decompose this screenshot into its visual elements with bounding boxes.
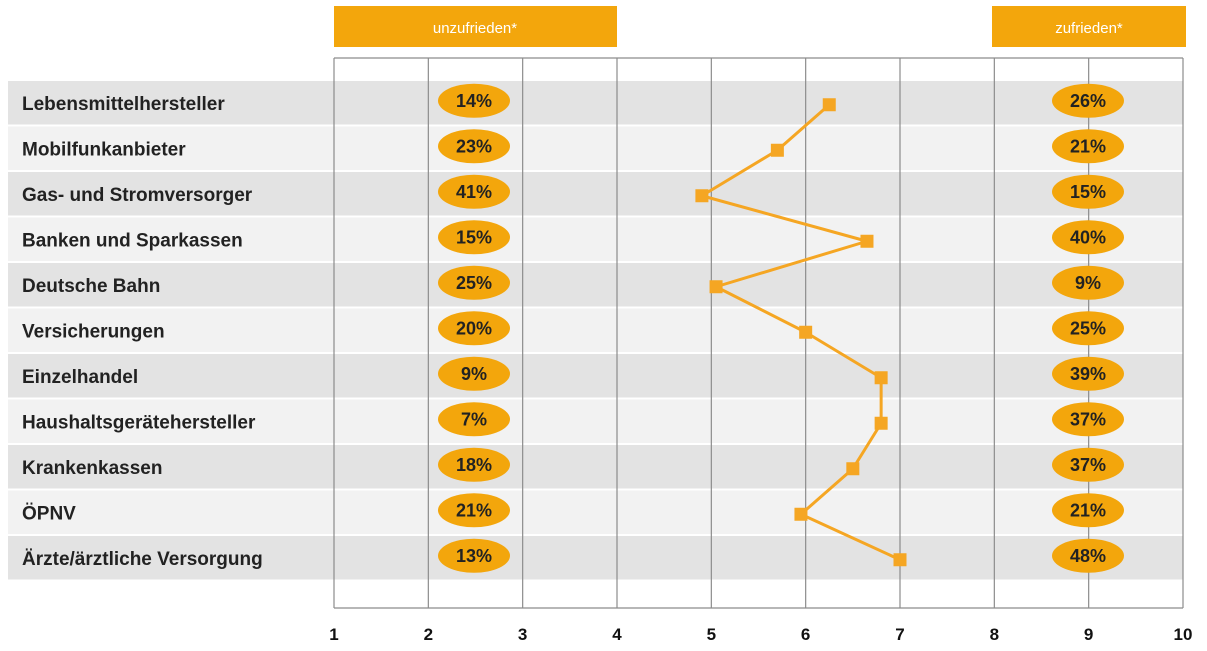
row-band <box>8 490 1183 534</box>
category-label: Mobilfunkanbieter <box>22 139 186 160</box>
unzufrieden-pct-badge <box>438 129 510 164</box>
category-label: ÖPNV <box>22 503 76 524</box>
unzufrieden-pct-badge <box>438 174 510 209</box>
header-unzufrieden-box <box>334 6 617 47</box>
zufrieden-pct-badge <box>1052 311 1124 346</box>
category-label: Krankenkassen <box>22 458 162 479</box>
data-point-marker <box>874 371 888 385</box>
x-tick-label: 5 <box>707 625 716 644</box>
category-label: Deutsche Bahn <box>22 276 160 297</box>
zufrieden-pct-badge <box>1052 265 1124 300</box>
zufrieden-pct-badge <box>1052 356 1124 391</box>
zufrieden-pct-badge <box>1052 129 1124 164</box>
category-label: Lebensmittelhersteller <box>22 94 225 115</box>
x-tick-label: 7 <box>895 625 904 644</box>
data-point-marker <box>822 98 836 112</box>
row-band <box>8 217 1183 261</box>
zufrieden-pct-label: 21% <box>1070 500 1106 520</box>
x-tick-label: 6 <box>801 625 810 644</box>
unzufrieden-pct-badge <box>438 538 510 573</box>
category-label: Banken und Sparkassen <box>22 230 243 251</box>
row-band <box>8 445 1183 489</box>
zufrieden-pct-label: 37% <box>1070 455 1106 475</box>
zufrieden-pct-label: 26% <box>1070 91 1106 111</box>
x-tick-label: 2 <box>424 625 433 644</box>
header-unzufrieden-label: unzufrieden* <box>433 20 517 37</box>
category-label: Gas- und Stromversorger <box>22 185 253 206</box>
unzufrieden-pct-label: 20% <box>456 318 492 338</box>
data-point-marker <box>695 189 709 203</box>
zufrieden-pct-label: 21% <box>1070 136 1106 156</box>
zufrieden-pct-label: 39% <box>1070 364 1106 384</box>
x-tick-label: 3 <box>518 625 527 644</box>
zufrieden-pct-badge <box>1052 220 1124 255</box>
zufrieden-pct-label: 15% <box>1070 182 1106 202</box>
data-point-marker <box>794 507 808 521</box>
unzufrieden-pct-label: 7% <box>461 409 487 429</box>
unzufrieden-pct-label: 18% <box>456 455 492 475</box>
unzufrieden-pct-badge <box>438 402 510 437</box>
unzufrieden-pct-label: 9% <box>461 364 487 384</box>
unzufrieden-pct-label: 13% <box>456 546 492 566</box>
zufrieden-pct-badge <box>1052 402 1124 437</box>
unzufrieden-pct-badge <box>438 493 510 528</box>
data-point-marker <box>770 143 784 157</box>
data-point-marker <box>846 462 860 476</box>
x-tick-label: 4 <box>612 625 622 644</box>
data-point-marker <box>860 234 874 248</box>
zufrieden-pct-label: 37% <box>1070 409 1106 429</box>
unzufrieden-pct-label: 41% <box>456 182 492 202</box>
zufrieden-pct-badge <box>1052 538 1124 573</box>
data-point-marker <box>799 325 813 339</box>
x-tick-label: 10 <box>1174 625 1193 644</box>
unzufrieden-pct-badge <box>438 311 510 346</box>
data-point-marker <box>709 280 723 294</box>
unzufrieden-pct-badge <box>438 356 510 391</box>
unzufrieden-pct-badge <box>438 265 510 300</box>
unzufrieden-pct-label: 14% <box>456 91 492 111</box>
row-band <box>8 263 1183 307</box>
unzufrieden-pct-label: 23% <box>456 136 492 156</box>
row-band <box>8 536 1183 580</box>
row-band <box>8 308 1183 352</box>
zufrieden-pct-badge <box>1052 493 1124 528</box>
zufrieden-pct-badge <box>1052 174 1124 209</box>
category-label: Versicherungen <box>22 321 165 342</box>
x-tick-label: 9 <box>1084 625 1093 644</box>
zufrieden-pct-label: 48% <box>1070 546 1106 566</box>
unzufrieden-pct-badge <box>438 447 510 482</box>
zufrieden-pct-label: 40% <box>1070 227 1106 247</box>
row-band <box>8 81 1183 125</box>
zufrieden-pct-label: 9% <box>1075 273 1101 293</box>
data-point-marker <box>893 553 907 567</box>
unzufrieden-pct-badge <box>438 83 510 118</box>
category-label: Einzelhandel <box>22 367 138 388</box>
row-band <box>8 354 1183 398</box>
unzufrieden-pct-label: 15% <box>456 227 492 247</box>
x-tick-label: 8 <box>990 625 999 644</box>
unzufrieden-pct-badge <box>438 220 510 255</box>
zufrieden-pct-label: 25% <box>1070 318 1106 338</box>
category-label: Ärzte/ärztliche Versorgung <box>22 549 263 570</box>
zufrieden-pct-badge <box>1052 447 1124 482</box>
header-zufrieden-box <box>992 6 1186 47</box>
data-point-marker <box>874 416 888 430</box>
unzufrieden-pct-label: 25% <box>456 273 492 293</box>
row-band <box>8 399 1183 443</box>
zufrieden-pct-badge <box>1052 83 1124 118</box>
row-band <box>8 126 1183 170</box>
row-band <box>8 172 1183 216</box>
category-label: Haushaltsgerätehersteller <box>22 412 256 433</box>
unzufrieden-pct-label: 21% <box>456 500 492 520</box>
header-zufrieden-label: zufrieden* <box>1055 20 1123 37</box>
x-tick-label: 1 <box>329 625 338 644</box>
